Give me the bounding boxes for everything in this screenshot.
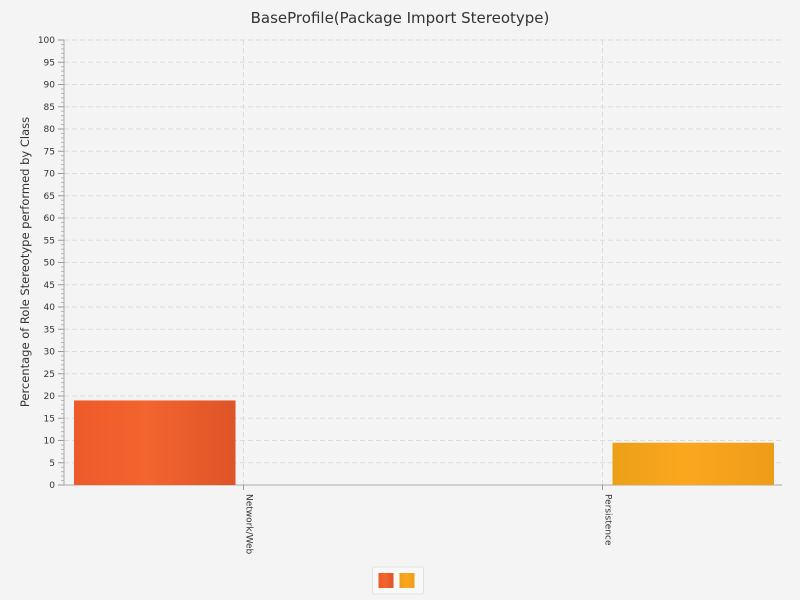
y-tick-label: 70: [44, 170, 56, 180]
y-tick-label: 30: [44, 348, 56, 358]
y-tick-label: 85: [44, 103, 55, 113]
y-tick-label: 100: [38, 36, 55, 46]
y-tick-label: 15: [44, 414, 55, 424]
y-tick-label: 5: [49, 459, 55, 469]
y-tick-label: 50: [44, 259, 56, 269]
bars: [74, 400, 774, 485]
y-tick-label: 80: [44, 125, 56, 135]
tick-labels: 0 5 10 15 20 25 30 35 40 45 50 55 60 65 70 75 80 85 90 95 10…: [38, 36, 613, 555]
y-tick-label: 90: [44, 81, 56, 91]
x-tick-label: Persistence: [603, 494, 613, 546]
legend: [372, 566, 424, 595]
y-tick-label: 65: [44, 192, 55, 202]
bar: [74, 400, 236, 485]
legend-swatch: [378, 573, 394, 588]
y-tick-label: 20: [44, 392, 56, 402]
y-tick-label: 10: [44, 437, 56, 447]
y-tick-label: 25: [44, 370, 55, 380]
bar: [612, 442, 774, 485]
y-tick-label: 55: [44, 236, 55, 246]
grid: [64, 39, 782, 485]
y-tick-label: 95: [44, 58, 55, 68]
y-tick-label: 45: [44, 281, 55, 291]
y-tick-label: 60: [44, 214, 56, 224]
y-tick-label: 40: [44, 303, 56, 313]
legend-swatch: [399, 573, 415, 588]
y-tick-label: 35: [44, 325, 55, 335]
x-tick-label: Network/Web: [244, 494, 254, 555]
y-tick-label: 0: [49, 481, 55, 491]
chart-title: BaseProfile(Package Import Stereotype): [251, 9, 550, 27]
y-axis-label: Percentage of Role Stereotype performed …: [18, 117, 32, 407]
y-tick-label: 75: [44, 147, 55, 157]
